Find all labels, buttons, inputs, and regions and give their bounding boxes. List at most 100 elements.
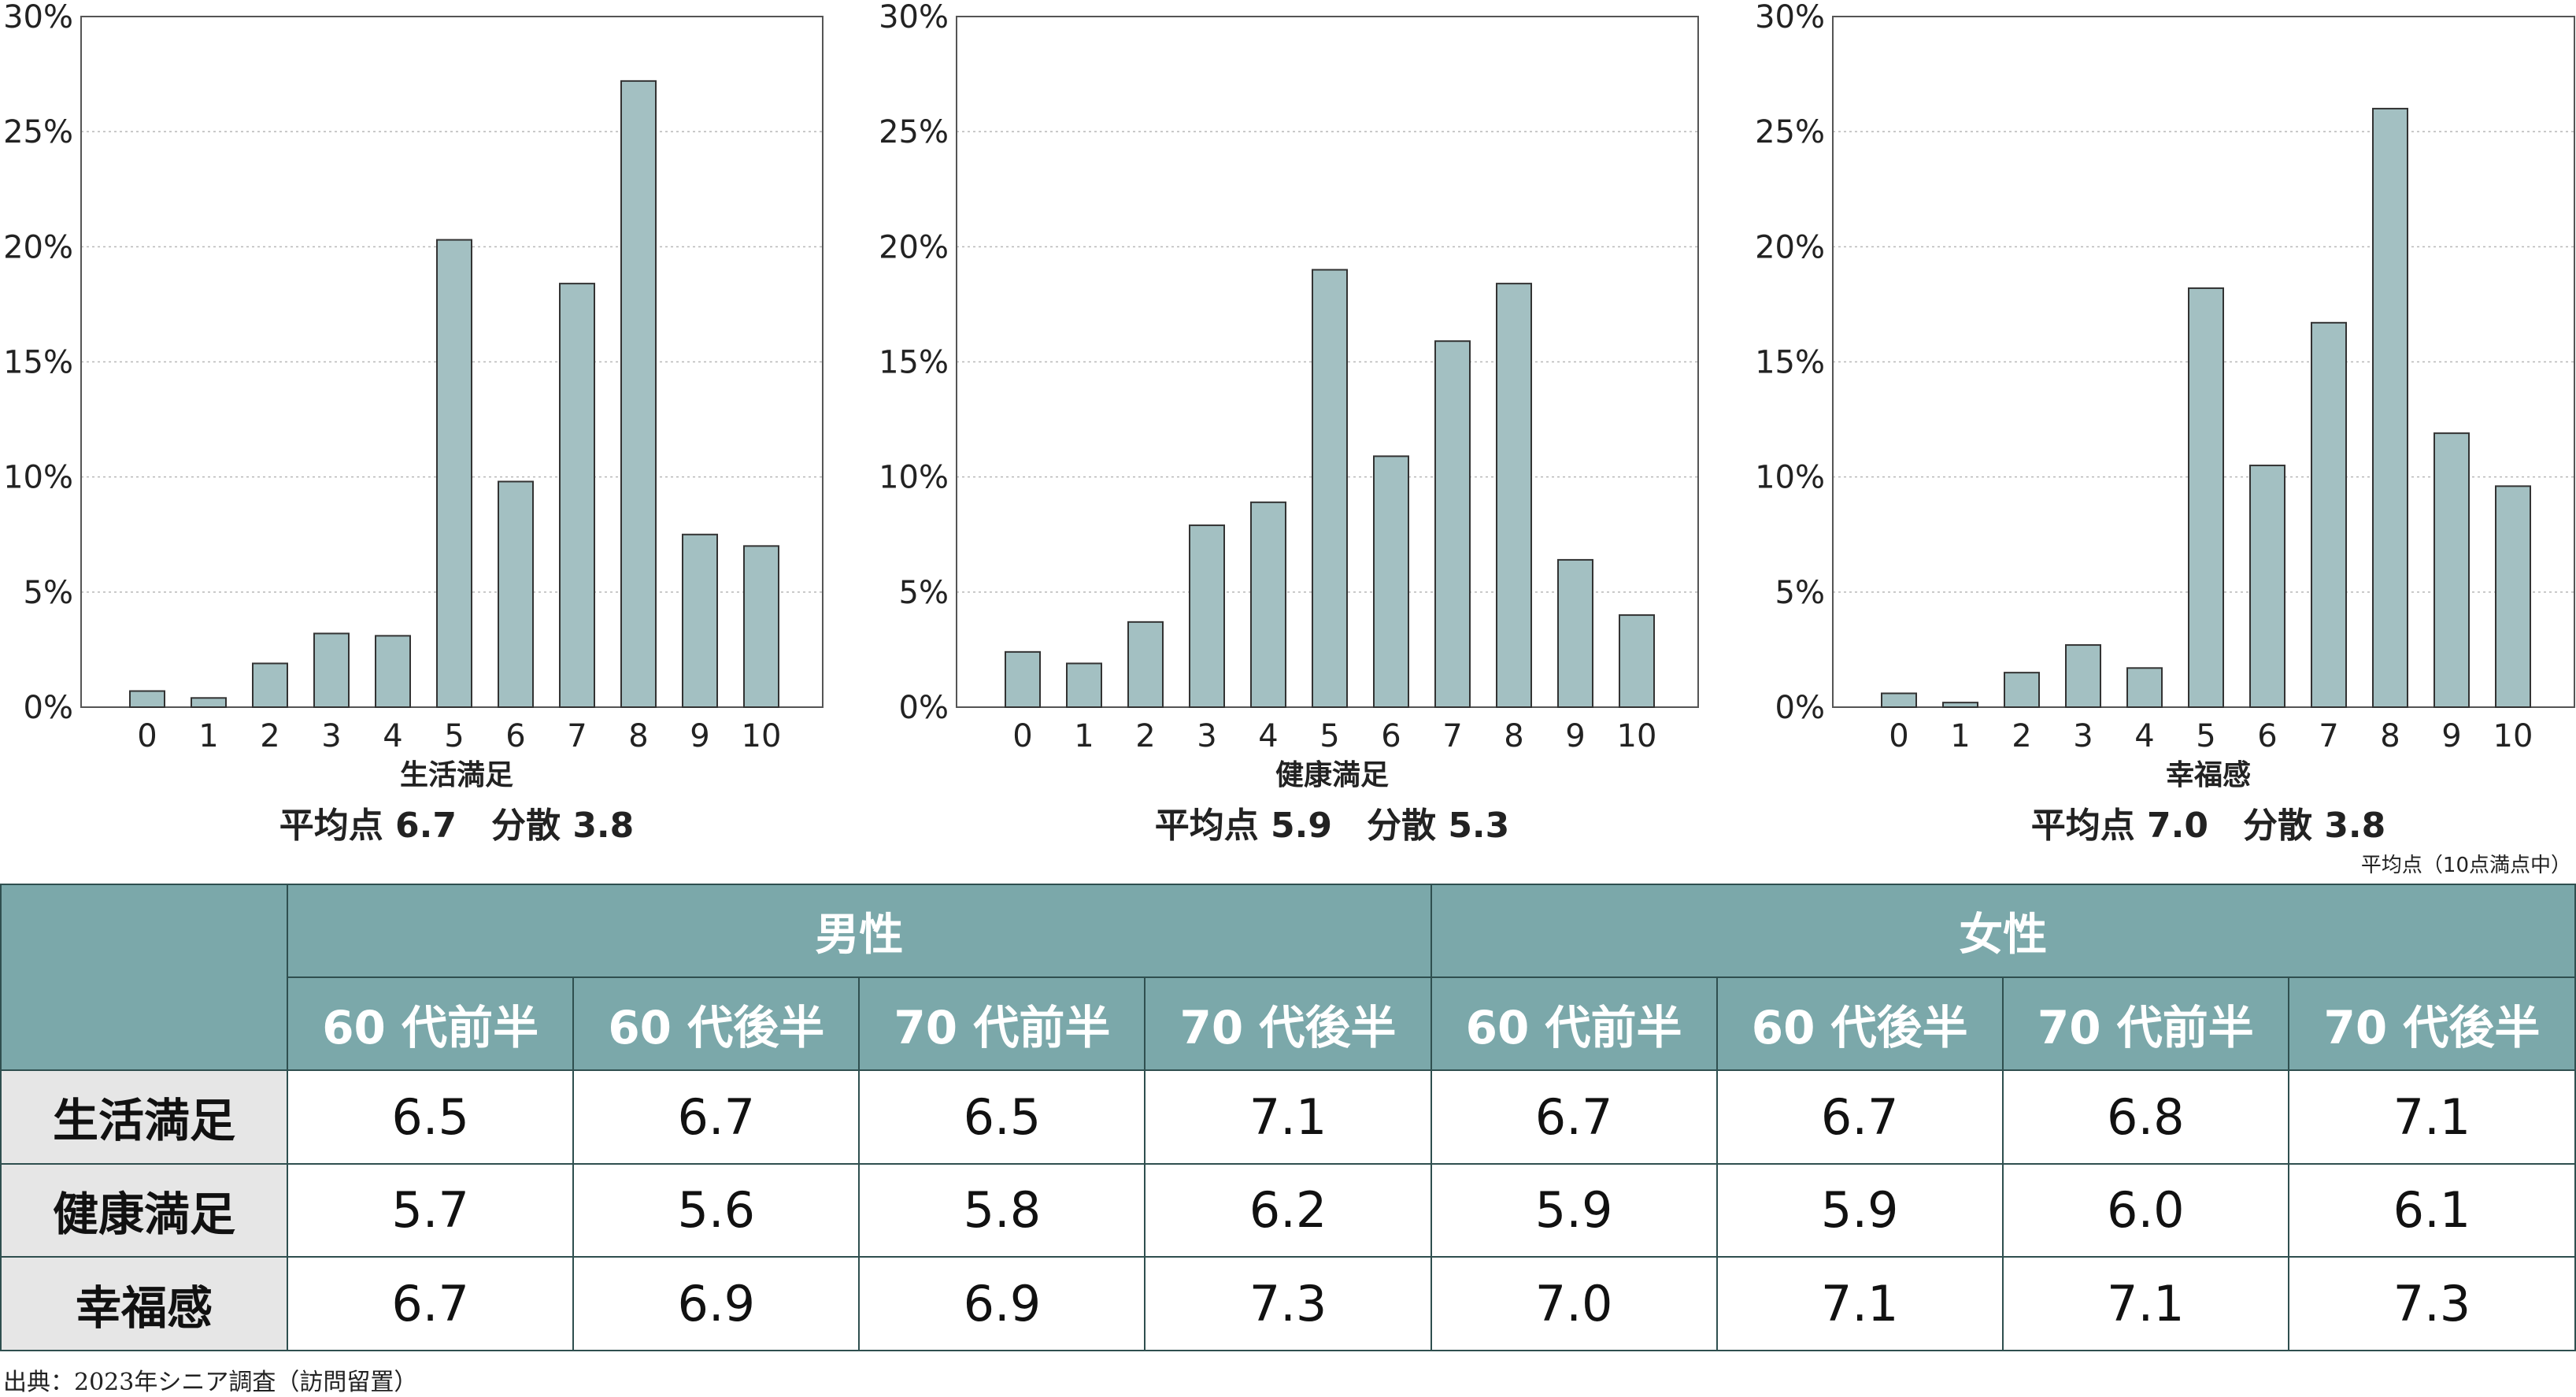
table-cell: 7.1 xyxy=(1715,1256,2004,1351)
chart-xlabel: 健康満足 xyxy=(1275,759,1389,791)
bar xyxy=(2249,465,2285,708)
source-note: 出典：2023年シニア調査（訪問留置） xyxy=(3,1369,418,1396)
table-cell: 6.7 xyxy=(287,1256,575,1351)
bar xyxy=(252,662,288,708)
table-cell: 7.1 xyxy=(2287,1069,2576,1165)
x-tick-label: 2 xyxy=(1135,718,1155,754)
bar xyxy=(436,239,472,708)
bar xyxy=(1496,283,1532,708)
y-tick-label: 30% xyxy=(3,0,73,35)
y-tick-label: 30% xyxy=(879,0,949,35)
row-label: 生活満足 xyxy=(0,1069,289,1165)
table-cell: 7.0 xyxy=(1430,1256,1718,1351)
bar xyxy=(620,80,657,708)
bar xyxy=(2311,321,2347,708)
row-label: 健康満足 xyxy=(0,1162,289,1258)
table-cell: 5.9 xyxy=(1430,1162,1718,1258)
bar xyxy=(313,632,350,708)
x-tick-label: 10 xyxy=(2493,718,2533,754)
table-row: 生活満足 6.5 6.7 6.5 7.1 6.7 6.7 6.8 7.1 xyxy=(0,1069,2576,1165)
bar xyxy=(2372,107,2408,708)
subheader-cell: 60 代後半 xyxy=(572,976,861,1071)
bar xyxy=(1942,702,1978,708)
chart-plot: 0% 5% 10% 15% 20% 25% 30% 0 1 2 3 4 5 6 7 8 9 10 xyxy=(879,0,1699,754)
y-tick-label: 25% xyxy=(879,114,949,150)
x-tick-label: 1 xyxy=(1950,718,1970,754)
bar xyxy=(682,533,718,708)
table-cell: 5.6 xyxy=(572,1162,861,1258)
unit-note: 平均点（10点満点中） xyxy=(2360,854,2571,877)
x-tick-label: 2 xyxy=(260,718,279,754)
table-row: 幸福感 6.7 6.9 6.9 7.3 7.0 7.1 7.1 7.3 xyxy=(0,1256,2576,1351)
table-cell: 7.1 xyxy=(1144,1069,1432,1165)
histogram-life-satisfaction: 0% 5% 10% 15% 20% 25% 30% 0 1 2 3 4 5 6 7 8 9 10 生活満足 平均点… xyxy=(0,0,835,858)
y-tick-label: 5% xyxy=(1775,575,1825,611)
table-cell: 6.0 xyxy=(2001,1162,2289,1258)
group-header-female: 女性 xyxy=(1430,884,2576,978)
y-tick-label: 20% xyxy=(1755,229,1825,265)
chart-stats: 平均点 6.7 分散 3.8 xyxy=(279,806,635,846)
table-cell: 5.9 xyxy=(1715,1162,2004,1258)
subheader-cell: 70 代後半 xyxy=(1144,976,1432,1071)
chart-plot: 0% 5% 10% 15% 20% 25% 30% 0 1 2 3 4 5 6 7 8 9 10 xyxy=(3,0,824,754)
row-label: 幸福感 xyxy=(0,1256,289,1351)
x-tick-label: 1 xyxy=(1074,718,1094,754)
chart-plot: 0% 5% 10% 15% 20% 25% 30% 0 1 2 3 4 5 6 7 8 9 10 xyxy=(1755,0,2575,754)
histogram-health-satisfaction: 0% 5% 10% 15% 20% 25% 30% 0 1 2 3 4 5 6 7 8 9 10 健康満足 平均点… xyxy=(875,0,1710,858)
bar xyxy=(2065,644,2101,709)
subheader-cell: 60 代後半 xyxy=(1715,976,2004,1071)
x-tick-label: 1 xyxy=(198,718,218,754)
table-cell: 6.7 xyxy=(572,1069,861,1165)
x-tick-label: 6 xyxy=(505,718,525,754)
table-cell: 6.5 xyxy=(287,1069,575,1165)
table-cell: 5.8 xyxy=(858,1162,1146,1258)
bar xyxy=(2434,432,2470,709)
bar xyxy=(498,480,534,708)
bar xyxy=(1066,662,1102,708)
x-tick-label: 9 xyxy=(690,718,709,754)
y-tick-label: 0% xyxy=(899,690,949,726)
bar xyxy=(1005,650,1041,709)
table-cell: 5.7 xyxy=(287,1162,575,1258)
x-tick-label: 8 xyxy=(1504,718,1523,754)
table-cell: 6.2 xyxy=(1144,1162,1432,1258)
bar xyxy=(743,545,779,708)
x-tick-label: 0 xyxy=(137,718,157,754)
table-cell: 6.9 xyxy=(858,1256,1146,1351)
table-cell: 6.7 xyxy=(1715,1069,2004,1165)
x-tick-label: 3 xyxy=(1197,718,1216,754)
x-tick-label: 2 xyxy=(2012,718,2031,754)
average-score-table: 男性 女性 60 代前半 60 代後半 70 代前半 70 代後半 60 代前半… xyxy=(0,884,2576,1351)
bar xyxy=(375,635,411,708)
x-tick-label: 4 xyxy=(383,718,402,754)
bar xyxy=(2126,667,2163,709)
y-tick-label: 25% xyxy=(3,114,73,150)
x-tick-label: 0 xyxy=(1012,718,1032,754)
subheader-cell: 70 代前半 xyxy=(2001,976,2289,1071)
y-tick-label: 10% xyxy=(3,460,73,496)
subheader-cell: 70 代後半 xyxy=(2287,976,2576,1071)
bar xyxy=(2188,287,2224,709)
y-tick-label: 5% xyxy=(24,575,73,611)
histogram-happiness: 0% 5% 10% 15% 20% 25% 30% 0 1 2 3 4 5 6 7 8 9 10 幸福感 平均点 … xyxy=(1752,0,2576,858)
table-cell: 6.7 xyxy=(1430,1069,1718,1165)
x-tick-label: 10 xyxy=(1617,718,1657,754)
x-tick-label: 9 xyxy=(2441,718,2461,754)
table-cell: 7.3 xyxy=(2287,1256,2576,1351)
x-tick-label: 7 xyxy=(1442,718,1462,754)
subheader-cell: 60 代前半 xyxy=(1430,976,1718,1071)
chart-xlabel: 幸福感 xyxy=(2165,759,2251,791)
bar xyxy=(1434,340,1471,708)
bar xyxy=(2004,672,2040,709)
chart-stats: 平均点 7.0 分散 3.8 xyxy=(2030,806,2386,846)
bar xyxy=(1557,558,1593,709)
x-tick-label: 5 xyxy=(1319,718,1339,754)
x-tick-label: 7 xyxy=(567,718,587,754)
bar xyxy=(559,283,595,708)
y-tick-label: 25% xyxy=(1755,114,1825,150)
x-tick-label: 6 xyxy=(1381,718,1401,754)
y-tick-label: 5% xyxy=(899,575,949,611)
x-tick-label: 4 xyxy=(1258,718,1278,754)
x-tick-label: 9 xyxy=(1565,718,1585,754)
y-tick-label: 15% xyxy=(3,345,73,381)
